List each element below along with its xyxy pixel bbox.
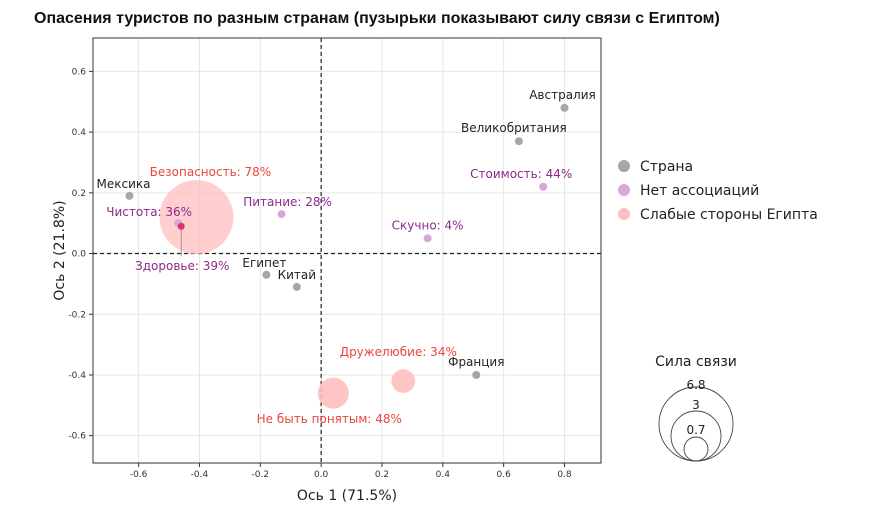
x-tick-label: 0.2 bbox=[375, 470, 389, 480]
y-tick-label: -0.2 bbox=[68, 310, 86, 320]
plot-border bbox=[92, 37, 602, 464]
x-tick-label: 0.8 bbox=[557, 470, 572, 480]
no-association-label: Скучно: 4% bbox=[392, 218, 464, 232]
country-point bbox=[262, 270, 271, 279]
no-association-label: Чистота: 36% bbox=[106, 205, 192, 219]
weakness-label: Дружелюбие: 34% bbox=[340, 345, 457, 359]
country-point bbox=[514, 137, 523, 146]
legend-label: Слабые стороны Египта bbox=[640, 207, 818, 223]
x-tick-label: -0.2 bbox=[252, 470, 270, 480]
legend-swatch bbox=[618, 184, 630, 196]
no-association-point bbox=[539, 182, 548, 191]
size-legend-value: 6.8 bbox=[686, 378, 705, 392]
y-tick-label: -0.4 bbox=[68, 371, 86, 381]
weakness-bubble bbox=[391, 369, 416, 393]
legend-swatch bbox=[618, 208, 630, 220]
legend-label: Нет ассоциаций bbox=[640, 183, 759, 199]
weakness-bubble bbox=[317, 377, 349, 409]
x-axis-label: Ось 1 (71.5%) bbox=[297, 488, 397, 504]
country-label: Великобритания bbox=[461, 121, 567, 135]
legend-swatch bbox=[618, 160, 630, 172]
chart-title: Опасения туристов по разным странам (пуз… bbox=[34, 10, 720, 27]
size-legend-title: Сила связи bbox=[655, 354, 737, 370]
country-point bbox=[472, 370, 481, 379]
x-tick-label: -0.6 bbox=[130, 470, 148, 480]
country-label: Египет bbox=[242, 256, 286, 270]
y-axis-label: Ось 2 (21.8%) bbox=[52, 200, 68, 300]
x-tick-label: 0.6 bbox=[496, 470, 511, 480]
size-legend-value: 3 bbox=[692, 398, 700, 412]
no-association-label: Стоимость: 44% bbox=[470, 167, 572, 181]
no-association-point bbox=[277, 210, 286, 219]
size-legend-circle bbox=[683, 436, 709, 462]
y-tick-label: -0.6 bbox=[68, 432, 86, 442]
no-association-label: Питание: 28% bbox=[243, 195, 332, 209]
legend-label: Страна bbox=[640, 159, 693, 175]
no-association-point bbox=[177, 222, 185, 230]
country-label: Китай bbox=[278, 268, 316, 282]
y-tick-label: 0.2 bbox=[72, 189, 86, 199]
x-tick-label: 0.0 bbox=[314, 470, 329, 480]
y-tick-label: 0.0 bbox=[72, 250, 87, 260]
x-tick-label: -0.4 bbox=[191, 470, 209, 480]
country-point bbox=[292, 282, 301, 291]
weakness-bubble bbox=[159, 180, 234, 255]
weakness-label: Безопасность: 78% bbox=[150, 165, 272, 179]
size-legend-value: 0.7 bbox=[686, 423, 705, 437]
x-tick-label: 0.4 bbox=[436, 470, 451, 480]
no-association-point bbox=[423, 234, 432, 243]
country-point bbox=[560, 103, 569, 112]
weakness-label: Не быть понятым: 48% bbox=[257, 412, 402, 426]
country-point bbox=[125, 191, 134, 200]
y-tick-label: 0.4 bbox=[72, 128, 87, 138]
country-label: Мексика bbox=[97, 177, 151, 191]
country-label: Франция bbox=[448, 355, 504, 369]
y-tick-label: 0.6 bbox=[72, 67, 87, 77]
country-label: Австралия bbox=[529, 88, 596, 102]
no-association-label: Здоровье: 39% bbox=[135, 259, 229, 273]
